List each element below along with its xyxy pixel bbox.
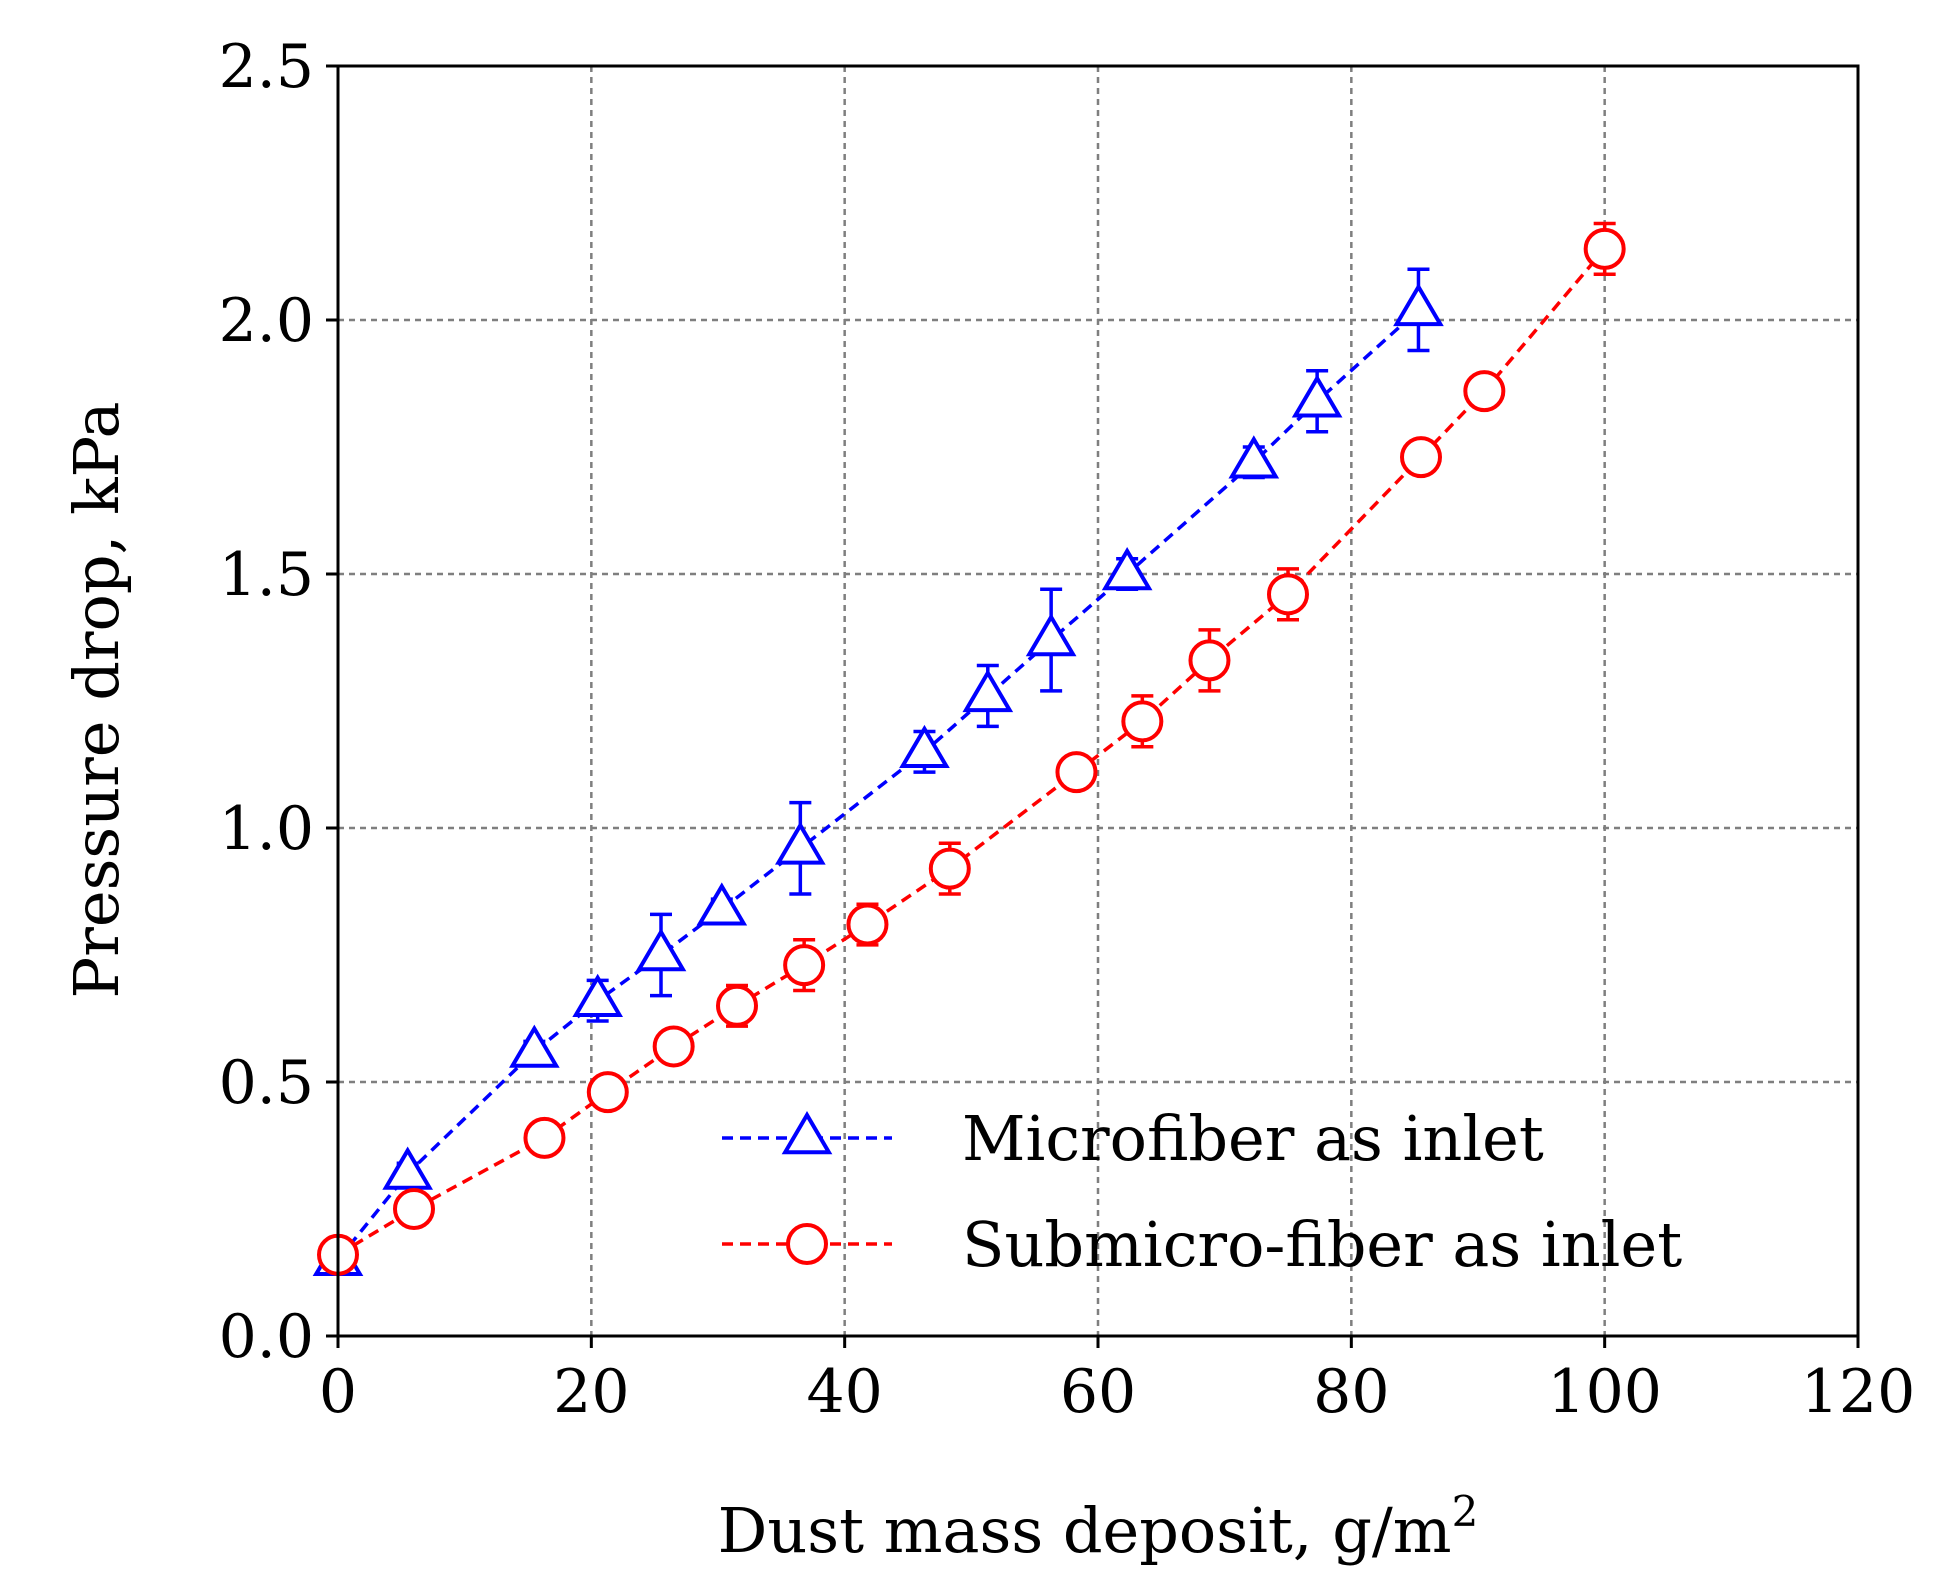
legend-item-1: Microfiber as inlet: [722, 1102, 1544, 1175]
y-tick-label: 1.0: [219, 794, 314, 864]
data-point: [393, 1188, 435, 1230]
x-axis-label: Dust mass deposit, g/m2: [718, 1487, 1479, 1567]
data-point: [652, 1025, 695, 1068]
legend: Microfiber as inlet Submicro-fiber as inl…: [722, 1102, 1682, 1281]
data-point: [1121, 700, 1164, 743]
data-point: [1101, 547, 1153, 591]
legend-marker: [786, 1223, 828, 1265]
series-2: [317, 221, 1626, 1276]
tick-layer: 0 20 40 60 80 100 120 0.0 0.5 1.0 1.5 2.0 2.5: [219, 32, 1916, 1427]
series-layer: [312, 221, 1626, 1277]
data-point: [899, 724, 950, 769]
data-point: [1025, 613, 1077, 657]
legend-marker: [781, 1111, 833, 1155]
x-tick-label: 0: [319, 1357, 357, 1427]
x-tick-label: 100: [1547, 1357, 1662, 1427]
data-point: [508, 1024, 560, 1068]
legend-label: Submicro-fiber as inlet: [962, 1208, 1682, 1281]
x-tick-label: 120: [1801, 1357, 1916, 1427]
data-point: [1291, 374, 1343, 418]
series-line: [336, 308, 1420, 1261]
y-tick-label: 1.5: [219, 540, 314, 610]
data-point: [783, 944, 826, 987]
x-tick-label: 20: [553, 1357, 629, 1427]
data-point: [774, 821, 826, 865]
y-tick-label: 0.0: [219, 1302, 314, 1372]
data-point: [928, 847, 971, 890]
legend-label: Microfiber as inlet: [962, 1102, 1544, 1175]
data-point: [1400, 436, 1442, 479]
data-point: [572, 973, 624, 1017]
data-point: [1188, 639, 1231, 682]
data-point: [382, 1146, 434, 1190]
data-point: [696, 882, 748, 926]
data-point: [716, 984, 758, 1027]
x-tick-label: 80: [1313, 1357, 1389, 1427]
data-point: [1267, 573, 1309, 616]
series-line: [337, 247, 1607, 1257]
data-point: [1228, 435, 1280, 479]
data-point: [1463, 370, 1506, 413]
grid-layer: [338, 66, 1858, 1336]
data-point: [1393, 282, 1444, 327]
data-point: [635, 928, 687, 972]
x-tick-label: 40: [806, 1357, 882, 1427]
y-tick-label: 2.0: [219, 286, 314, 356]
y-axis-label: Pressure drop, kPa: [60, 402, 133, 999]
y-tick-label: 2.5: [219, 32, 314, 102]
data-point: [962, 668, 1014, 713]
y-tick-label: 0.5: [219, 1048, 314, 1118]
legend-item-2: Submicro-fiber as inlet: [722, 1208, 1682, 1281]
x-tick-label: 60: [1060, 1357, 1136, 1427]
data-point: [586, 1071, 629, 1114]
data-point: [1055, 751, 1098, 794]
data-point: [846, 903, 889, 946]
data-point: [523, 1116, 566, 1159]
data-point: [1583, 227, 1626, 270]
